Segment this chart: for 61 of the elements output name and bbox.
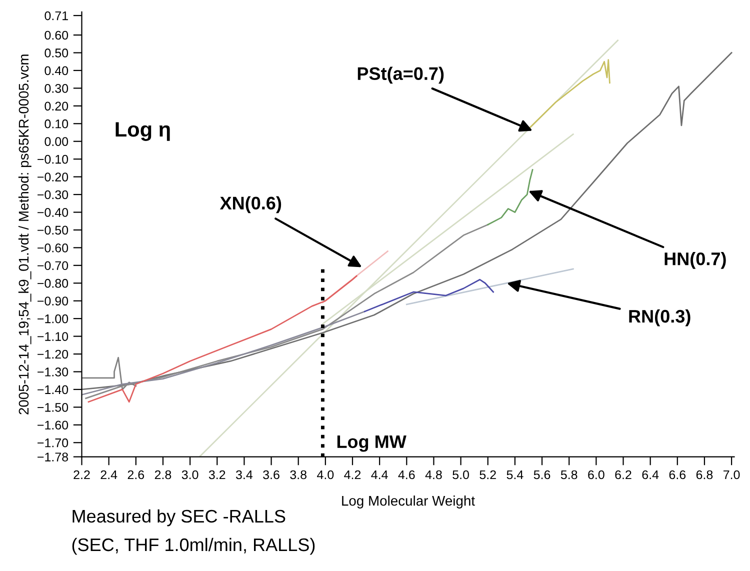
x-tick-label: 2.4 — [100, 470, 118, 480]
y-tick-label: −1.10 — [38, 332, 68, 341]
x-tick-label: 6.8 — [696, 470, 713, 480]
x-axis-title: Log Molecular Weight — [342, 496, 475, 508]
annotation: Log MW — [337, 435, 406, 452]
y-tick-label: −0.70 — [38, 261, 68, 270]
x-tick-label: 5.6 — [534, 470, 550, 480]
y-tick-label: −1.70 — [38, 438, 68, 448]
x-tick-label: 5.0 — [452, 470, 469, 480]
x-tick-label: 5.2 — [480, 470, 496, 480]
y-tick-label: 0.50 — [44, 48, 68, 58]
y-tick-label: 0.71 — [44, 11, 68, 20]
x-tick-label: 2.2 — [74, 470, 90, 480]
y-tick-label: 0.60 — [44, 30, 68, 40]
y-tick-label: −1.78 — [38, 452, 68, 462]
y-tick-label: 0.00 — [44, 137, 68, 146]
annotation: RN(0.3) — [629, 309, 690, 326]
y-tick-label: −0.30 — [38, 190, 68, 200]
x-tick-label: 3.4 — [236, 470, 253, 480]
y-tick-label: −0.80 — [38, 278, 68, 288]
y-tick-label: 0.20 — [44, 102, 68, 111]
y-axis-title: 2005-12-14_19;54_k9_01.vdt / Method: ps65KR-0005.vcm — [18, 54, 32, 414]
y-tick-label: −1.50 — [38, 402, 68, 412]
y-tick-label: −1.40 — [38, 385, 68, 394]
y-tick-label: −0.90 — [38, 296, 68, 306]
x-tick-label: 5.4 — [506, 470, 524, 480]
x-tick-label: 4.0 — [317, 470, 334, 480]
text: (SEC, THF 1.0ml/min, RALLS) — [72, 538, 315, 555]
x-tick-label: 6.0 — [588, 470, 604, 480]
annotation: XN(0.6) — [220, 196, 282, 214]
x-tick-label: 3.0 — [182, 470, 198, 480]
y-tick-label: −0.20 — [38, 172, 68, 182]
annotation: HN(0.7) — [664, 252, 726, 269]
x-tick-label: 7.0 — [723, 470, 740, 480]
x-tick-label: 4.2 — [344, 470, 361, 480]
y-tick-label: −0.50 — [38, 226, 68, 235]
text: Measured by SEC -RALLS — [72, 509, 286, 526]
y-tick-label: −0.10 — [38, 154, 68, 164]
x-tick-label: 6.4 — [642, 470, 659, 480]
x-tick-label: 4.8 — [425, 470, 442, 480]
x-tick-label: 6.6 — [669, 470, 686, 480]
x-tick-label: 4.6 — [398, 470, 415, 480]
y-tick-label: −1.00 — [38, 314, 68, 324]
x-tick-label: 4.4 — [371, 470, 388, 480]
x-tick-label: 6.2 — [615, 470, 632, 480]
x-tick-label: 3.6 — [263, 470, 280, 480]
y-tick-label: −0.60 — [38, 243, 68, 252]
annotation: PSt(a=0.7) — [358, 66, 444, 84]
y-tick-label: 0.40 — [44, 66, 68, 76]
y-tick-label: −1.30 — [38, 368, 68, 376]
y-tick-label: 0.30 — [44, 84, 68, 93]
annotation: Log η — [116, 122, 170, 141]
y-tick-label: −1.60 — [38, 420, 68, 430]
x-tick-label: 5.8 — [560, 470, 578, 480]
y-tick-label: −0.40 — [38, 208, 68, 217]
x-tick-label: 2.8 — [154, 470, 172, 480]
y-tick-label: 0.10 — [44, 119, 68, 128]
x-tick-label: 2.6 — [128, 470, 144, 480]
x-tick-label: 3.2 — [208, 470, 226, 480]
y-tick-label: −1.20 — [38, 350, 68, 359]
x-tick-label: 3.8 — [290, 470, 306, 480]
